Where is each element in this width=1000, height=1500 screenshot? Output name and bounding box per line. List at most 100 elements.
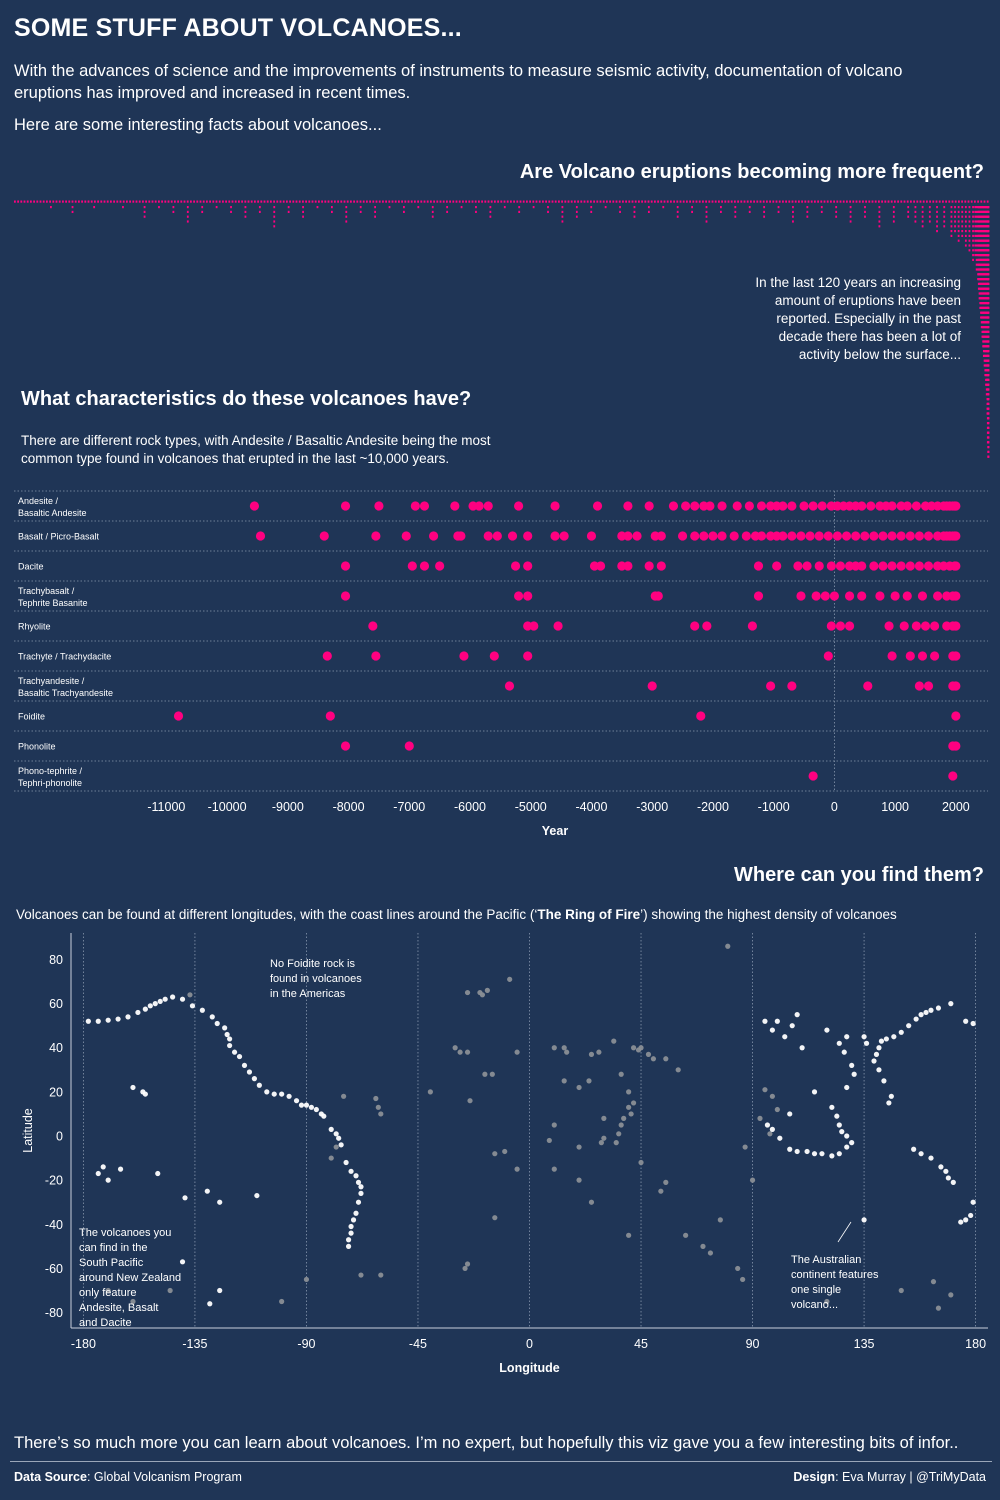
rock-type-dot — [623, 531, 633, 541]
frequency-dot — [987, 273, 990, 276]
frequency-baseline-dot — [305, 200, 307, 203]
frequency-baseline-dot — [55, 200, 58, 203]
frequency-baseline-dot — [724, 200, 727, 203]
frequency-baseline-dot — [369, 200, 371, 203]
frequency-dot — [975, 230, 978, 233]
volcano-dot — [958, 1219, 964, 1225]
frequency-dot — [734, 215, 737, 218]
frequency-dot — [968, 234, 971, 237]
frequency-dot — [71, 210, 74, 213]
frequency-dot — [975, 268, 978, 271]
rock-type-dot — [656, 561, 666, 571]
rock-type-dot — [523, 531, 533, 541]
frequency-baseline-dot — [154, 200, 157, 203]
design-label: Design — [793, 1470, 836, 1484]
longitude-tick-label: 45 — [634, 1337, 648, 1351]
rock-type-dot — [255, 531, 266, 541]
frequency-dot — [431, 210, 434, 213]
frequency-baseline-dot — [135, 200, 138, 203]
volcano-dot — [928, 1155, 934, 1161]
volcano-dot — [576, 1084, 582, 1091]
footer-divider — [10, 1461, 992, 1462]
frequency-dot — [748, 206, 751, 209]
volcano-dot — [849, 1062, 855, 1069]
frequency-baseline-dot — [346, 200, 349, 203]
frequency-dot — [633, 206, 636, 209]
frequency-baseline-dot — [244, 200, 247, 203]
frequency-baseline-dot — [215, 200, 218, 203]
frequency-baseline-dot — [919, 200, 922, 203]
frequency-baseline-dot — [897, 200, 899, 203]
volcano-dot — [286, 1093, 292, 1099]
volcano-dot — [217, 1287, 223, 1294]
volcano-dot — [683, 1232, 689, 1238]
frequency-baseline-dot — [734, 200, 736, 203]
rock-type-dot — [766, 681, 776, 691]
latitude-tick-label: 60 — [49, 997, 63, 1011]
frequency-dot — [186, 220, 189, 223]
frequency-dot — [975, 263, 978, 266]
volcano-dot — [507, 976, 513, 982]
volcano-dot — [811, 1151, 818, 1157]
rock-type-label: Andesite / Basaltic Andesite — [18, 496, 87, 518]
frequency-dot — [662, 206, 665, 209]
volcano-dot — [231, 1049, 238, 1055]
frequency-baseline-dot — [372, 200, 375, 203]
volcano-dot — [700, 1243, 706, 1249]
frequency-baseline-dot — [356, 200, 359, 203]
frequency-dot — [158, 206, 160, 209]
rock-type-dot — [644, 501, 654, 511]
frequency-dot — [820, 210, 823, 213]
rock-type-dot — [890, 591, 900, 601]
volcano-dot — [140, 1089, 146, 1095]
frequency-dot — [987, 369, 990, 372]
frequency-dot — [972, 210, 974, 213]
rock-type-dot — [173, 711, 184, 721]
rock-type-dot — [696, 711, 706, 721]
frequency-dot — [691, 210, 693, 213]
volcano-dot — [626, 1089, 632, 1095]
frequency-baseline-dot — [497, 200, 499, 203]
data-source: Data Source: Global Volcanism Program — [14, 1470, 242, 1484]
frequency-baseline-dot — [855, 200, 858, 203]
volcano-dot — [769, 1093, 775, 1099]
frequency-dot — [950, 206, 953, 209]
volcano-dot — [484, 987, 490, 993]
rock-type-dot — [857, 591, 867, 601]
frequency-dot — [975, 249, 978, 252]
frequency-dot — [633, 210, 636, 213]
frequency-baseline-dot — [282, 200, 285, 203]
volcano-dot — [906, 1023, 912, 1029]
year-tick-label: -10000 — [208, 800, 247, 814]
frequency-dot — [907, 215, 910, 218]
frequency-baseline-dot — [81, 200, 83, 203]
ring-of-fire-label: The Ring of Fire — [537, 907, 641, 922]
frequency-dot — [792, 220, 794, 223]
frequency-dot — [575, 210, 578, 213]
volcano-dot — [182, 1195, 188, 1201]
frequency-baseline-dot — [910, 200, 912, 203]
frequency-baseline-dot — [833, 200, 835, 203]
rock-type-dot — [951, 591, 961, 601]
rock-type-dot — [808, 771, 818, 781]
rock-type-dot — [887, 501, 897, 511]
rock-type-dot — [835, 561, 846, 571]
frequency-baseline-dot — [858, 200, 861, 203]
volcano-dot — [774, 1106, 780, 1113]
frequency-baseline-dot — [657, 200, 659, 203]
volcano-dot — [464, 1261, 471, 1267]
frequency-baseline-dot — [266, 200, 269, 203]
frequency-baseline-dot — [225, 200, 227, 203]
frequency-baseline-dot — [977, 200, 979, 203]
frequency-baseline-dot — [942, 200, 944, 203]
rock-type-label: Trachybasalt / Tephrite Basanite — [18, 586, 88, 608]
frequency-baseline-dot — [823, 200, 826, 203]
frequency-dot — [878, 210, 881, 213]
frequency-baseline-dot — [193, 200, 195, 203]
intro-text-2: Here are some interesting facts about vo… — [14, 116, 382, 134]
rock-type-dot — [319, 531, 329, 541]
volcano-dot — [293, 1098, 300, 1104]
rock-type-dot — [923, 681, 934, 691]
frequency-baseline-dot — [337, 200, 339, 203]
frequency-section-title: Are Volcano eruptions becoming more freq… — [519, 161, 984, 183]
